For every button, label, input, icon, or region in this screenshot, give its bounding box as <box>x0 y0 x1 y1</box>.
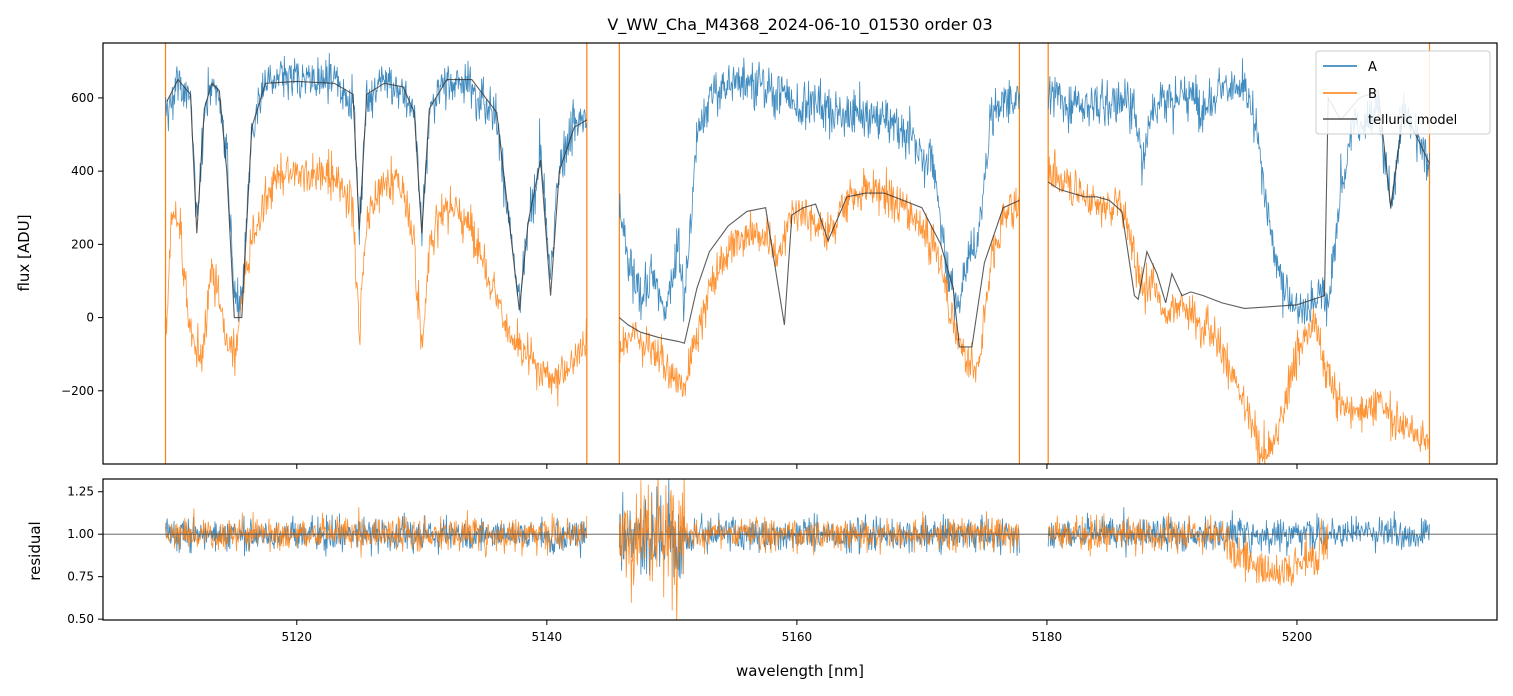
top-plot-area <box>164 43 1431 464</box>
bottom-x-tick-label: 5200 <box>1282 630 1313 644</box>
bottom-y-tick-label: 0.50 <box>67 612 94 626</box>
bottom-axes-frame <box>102 478 1498 621</box>
residual-a-line <box>1047 507 1430 558</box>
bottom-x-tick-label: 5180 <box>1032 630 1063 644</box>
chart-title: V_WW_Cha_M4368_2024-06-10_01530 order 03 <box>607 15 992 35</box>
legend-box <box>1315 50 1491 135</box>
residual-a-line <box>618 479 1020 579</box>
bottom-y-axis: 0.50 0.75 1.00 1.25 <box>67 485 103 626</box>
legend: A B telluric model <box>1315 50 1491 135</box>
top-y-tick-label: 0 <box>86 311 94 325</box>
bottom-y-tick-label: 1.25 <box>67 485 94 499</box>
top-y-axis: −200 0 200 400 600 <box>61 91 103 398</box>
series-b-line <box>618 166 1020 398</box>
telluric-model-line <box>166 78 588 319</box>
top-axes-frame <box>102 42 1498 465</box>
residual-b-line <box>165 507 588 558</box>
series-b-line <box>1047 149 1430 464</box>
series-b-line <box>165 148 588 407</box>
legend-label-b: B <box>1368 87 1377 102</box>
bottom-x-tick-label: 5140 <box>532 630 563 644</box>
residual-b-line <box>618 479 1020 620</box>
bottom-x-tick-label: 5120 <box>282 630 313 644</box>
top-y-axis-label: flux [ADU] <box>15 214 33 291</box>
bottom-y-axis-label: residual <box>26 521 44 580</box>
telluric-model-line <box>618 192 1020 348</box>
residual-b-line <box>1047 512 1329 587</box>
top-y-tick-label: 400 <box>71 164 94 178</box>
bottom-plot-area <box>103 479 1497 620</box>
top-x-axis <box>296 464 1298 469</box>
x-axis-label: wavelength [nm] <box>736 662 864 680</box>
bottom-x-tick-label: 5160 <box>782 630 813 644</box>
bottom-y-tick-label: 0.75 <box>67 570 94 584</box>
bottom-x-axis: 5120 5140 5160 5180 5200 <box>282 620 1313 644</box>
series-a-line <box>618 57 1020 322</box>
series-a-line <box>165 52 588 322</box>
legend-label-a: A <box>1368 60 1377 75</box>
legend-label-model: telluric model <box>1368 113 1457 128</box>
top-y-tick-label: 600 <box>71 91 94 105</box>
top-y-tick-label: 200 <box>71 237 94 251</box>
top-y-tick-label: −200 <box>61 384 94 398</box>
bottom-y-tick-label: 1.00 <box>67 527 94 541</box>
